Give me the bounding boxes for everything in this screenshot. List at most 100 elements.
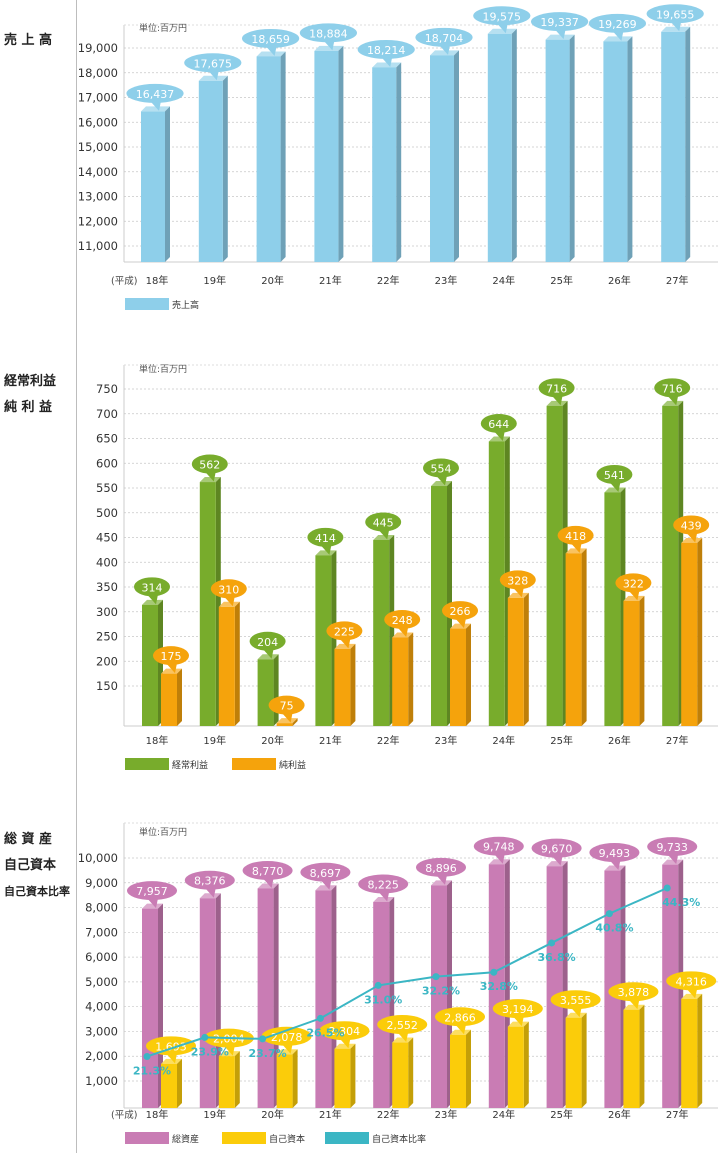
profit-y-tick: 400 bbox=[96, 555, 118, 569]
assets-bar-primary-top bbox=[142, 903, 163, 909]
profit-bar-primary-top bbox=[199, 477, 221, 483]
profit-data-label-bubble bbox=[249, 631, 286, 651]
sales-x-tick: 21年 bbox=[319, 274, 342, 287]
profit-data-label-bubble bbox=[191, 454, 228, 474]
profit-bar-primary-top bbox=[373, 534, 395, 540]
profit-bar-secondary bbox=[507, 597, 524, 726]
assets-bar-secondary-side bbox=[408, 1037, 414, 1108]
sales-y-tick: 19,000 bbox=[78, 41, 118, 55]
profit-data-label-pointer bbox=[223, 596, 235, 607]
profit-data-label: 248 bbox=[392, 614, 413, 627]
assets-bar-primary-top bbox=[257, 883, 279, 889]
sales-bar-primary-top bbox=[545, 34, 575, 40]
profit-unit-label: 単位:百万円 bbox=[139, 363, 187, 375]
profit-data-label-pointer bbox=[493, 430, 505, 441]
assets-data-label-bubble bbox=[300, 862, 351, 882]
profit-bar-secondary-side bbox=[350, 643, 356, 726]
profit-bar-secondary-side bbox=[523, 592, 529, 726]
profit-bar-secondary-side bbox=[292, 718, 298, 726]
assets-ratio-point bbox=[316, 1014, 324, 1022]
profit-bar-primary-top bbox=[546, 400, 568, 406]
profit-data-label: 644 bbox=[488, 418, 509, 431]
assets-bar-secondary-top bbox=[623, 1004, 645, 1010]
assets-data-label-bubble bbox=[146, 1036, 196, 1056]
assets-ratio-label: 32.8% bbox=[480, 980, 518, 993]
assets-bar-primary-top bbox=[373, 896, 395, 902]
profit-bar-primary bbox=[373, 539, 390, 726]
assets-ratio-point bbox=[432, 973, 440, 981]
assets-bar-primary-top bbox=[431, 880, 452, 886]
profit-x-tick: 24年 bbox=[492, 734, 515, 747]
profit-data-label-pointer bbox=[436, 475, 447, 486]
assets-legend-label: 自己資本 bbox=[269, 1133, 305, 1145]
assets-bar-secondary-top bbox=[450, 1029, 471, 1035]
profit-data-label: 445 bbox=[373, 516, 394, 529]
assets-data-label-pointer bbox=[397, 1032, 409, 1043]
profit-bar-secondary-side bbox=[177, 668, 182, 726]
assets-bar-primary-top bbox=[604, 865, 626, 871]
assets-legend-swatch bbox=[222, 1132, 266, 1144]
sales-bar-primary-top bbox=[603, 36, 633, 42]
profit-data-label-pointer bbox=[667, 395, 679, 406]
assets-data-label-pointer bbox=[512, 1016, 524, 1027]
sales-bar-primary-top bbox=[487, 28, 517, 34]
profit-data-label-bubble bbox=[480, 413, 517, 433]
sales-bar-primary-side bbox=[165, 106, 170, 262]
profit-data-label-pointer bbox=[147, 594, 158, 605]
sales-data-label: 18,884 bbox=[309, 27, 348, 40]
assets-x-tick: 19年 bbox=[203, 1108, 226, 1121]
profit-data-label: 439 bbox=[681, 519, 702, 532]
assets-bar-secondary-side bbox=[292, 1049, 298, 1108]
profit-data-label: 541 bbox=[604, 469, 625, 482]
assets-data-label-bubble bbox=[531, 838, 582, 858]
assets-ratio-label: 32.2% bbox=[422, 985, 460, 998]
assets-data-label: 8,376 bbox=[194, 875, 226, 888]
assets-ratio-label: 44.3% bbox=[662, 896, 700, 909]
sales-bar-primary bbox=[661, 31, 686, 262]
profit-data-label: 322 bbox=[623, 577, 644, 590]
sales-data-label-bubble bbox=[357, 39, 415, 59]
profit-bar-secondary-side bbox=[408, 632, 414, 726]
sales-x-prefix: (平成) bbox=[111, 275, 137, 287]
sales-legend-swatch bbox=[125, 298, 169, 310]
profit-bar-secondary bbox=[276, 723, 293, 726]
assets-legend-label: 自己資本比率 bbox=[372, 1133, 426, 1145]
sales-data-label: 19,337 bbox=[540, 16, 579, 29]
profit-data-label-pointer bbox=[455, 618, 466, 629]
assets-bar-secondary-side bbox=[639, 1004, 645, 1108]
title-total-assets: 総 資 産 bbox=[4, 832, 53, 847]
assets-data-label-pointer bbox=[667, 854, 679, 865]
sales-unit-label: 単位:百万円 bbox=[139, 22, 187, 34]
assets-legend-swatch bbox=[325, 1132, 369, 1144]
profit-data-label: 716 bbox=[546, 382, 567, 395]
profit-data-label-bubble bbox=[210, 579, 247, 599]
sales-bar-primary-side bbox=[280, 51, 286, 262]
assets-data-label: 8,697 bbox=[310, 867, 342, 880]
profit-y-tick: 150 bbox=[96, 679, 118, 693]
assets-bar-secondary-top bbox=[565, 1012, 587, 1018]
assets-data-label-bubble bbox=[127, 881, 177, 901]
profit-data-label-pointer bbox=[262, 648, 274, 659]
profit-data-label-bubble bbox=[365, 512, 402, 532]
assets-x-prefix: (平成) bbox=[111, 1109, 137, 1121]
assets-data-label-pointer bbox=[223, 1045, 235, 1056]
assets-data-label-bubble bbox=[184, 870, 235, 890]
assets-ratio-point bbox=[663, 884, 671, 892]
profit-bar-primary-top bbox=[662, 400, 684, 406]
sales-data-label-bubble bbox=[126, 83, 184, 103]
profit-data-label-bubble bbox=[654, 378, 691, 398]
sales-bar-primary-top bbox=[141, 106, 170, 112]
sales-data-label-pointer bbox=[150, 100, 161, 111]
title-net-profit: 純 利 益 bbox=[4, 400, 53, 415]
sales-y-tick: 17,000 bbox=[78, 91, 118, 105]
profit-bar-secondary bbox=[334, 648, 351, 726]
profit-legend-swatch bbox=[232, 758, 276, 770]
sales-data-label: 18,214 bbox=[367, 44, 406, 57]
assets-x-tick: 27年 bbox=[666, 1108, 689, 1121]
sales-data-label-pointer bbox=[381, 56, 393, 67]
assets-data-label-pointer bbox=[281, 1043, 293, 1054]
sales-data-label: 18,659 bbox=[251, 33, 290, 46]
assets-data-label-pointer bbox=[262, 877, 274, 888]
assets-data-label: 2,078 bbox=[271, 1031, 303, 1044]
profit-bar-primary-top bbox=[257, 654, 279, 660]
